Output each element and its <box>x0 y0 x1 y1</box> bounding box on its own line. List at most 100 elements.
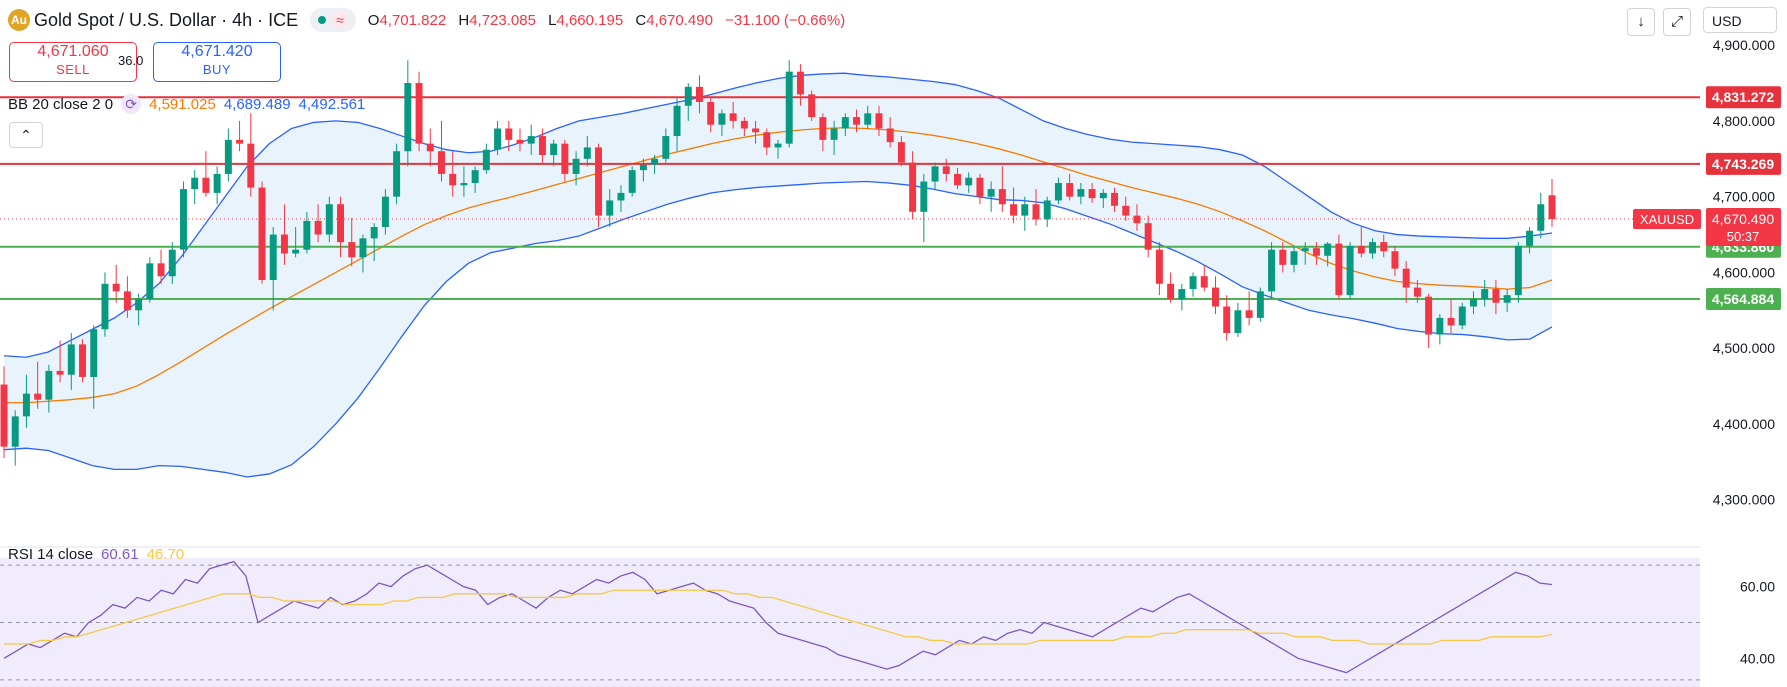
candle <box>830 120 838 155</box>
candle-body <box>595 147 602 216</box>
candle-body <box>370 226 378 239</box>
fullscreen-button[interactable]: ⤢ <box>1663 8 1691 36</box>
candle-body <box>875 113 883 129</box>
candle-body <box>1200 276 1208 288</box>
close-value: 4,670.490 <box>646 11 713 29</box>
candle-body <box>1402 268 1410 288</box>
price-tick-label: 4,600.000 <box>1713 264 1775 280</box>
candle-body <box>1099 192 1107 199</box>
price-tick-label: 4,700.000 <box>1713 189 1775 205</box>
candle <box>314 204 322 243</box>
candle <box>1099 189 1107 209</box>
candle <box>1335 234 1343 299</box>
buy-button[interactable]: 4,671.420 BUY <box>153 42 281 82</box>
candle-body <box>1514 245 1522 296</box>
level-label-box-3 <box>1706 288 1781 311</box>
candle-body <box>1245 310 1253 318</box>
candle <box>482 143 490 174</box>
candle-body <box>1189 276 1197 290</box>
level-label-3: 4,564.884 <box>1712 291 1774 307</box>
candle <box>729 101 737 129</box>
candle-body <box>1447 317 1455 326</box>
candle <box>561 139 569 182</box>
low-label: L <box>548 11 557 29</box>
candle-body <box>550 143 558 155</box>
candle <box>449 151 457 197</box>
candle-body <box>337 204 344 243</box>
candle <box>684 83 692 121</box>
loop-icon[interactable]: ⟳ <box>121 94 142 114</box>
candle <box>56 340 64 383</box>
sell-label: SELL <box>56 62 90 77</box>
candle-body <box>45 370 53 400</box>
level-label-box-0 <box>1706 86 1781 109</box>
candle <box>168 242 176 284</box>
bb-lower-line <box>3 180 1553 478</box>
bollinger-legend[interactable]: BB 20 close 2 0 ⟳ 4,591.025 4,689.489 4,… <box>8 94 365 114</box>
bb-upper-value: 4,689.489 <box>223 95 291 113</box>
candle <box>224 128 232 182</box>
candle <box>942 158 950 182</box>
candle-body <box>213 173 221 193</box>
candle <box>853 109 860 133</box>
rsi-tick-label: 60.00 <box>1740 579 1775 595</box>
candle-body <box>1144 223 1152 250</box>
candle-body <box>415 83 423 144</box>
candle-body <box>505 128 513 140</box>
symbol-title[interactable]: Gold Spot / U.S. Dollar · 4h · ICE <box>34 9 299 30</box>
market-status-pill[interactable]: ≈ <box>310 8 356 32</box>
candle <box>1189 272 1197 297</box>
candle-body <box>785 71 793 144</box>
candle <box>1346 242 1354 299</box>
candle <box>550 139 558 167</box>
candle-body <box>1279 249 1287 265</box>
level-label-0: 4,831.272 <box>1712 89 1774 105</box>
candle-body <box>1122 205 1130 216</box>
open-label: O <box>367 11 380 29</box>
symbol-tag-box <box>1633 209 1701 230</box>
candle <box>1312 242 1320 265</box>
rsi-legend[interactable]: RSI 14 close 60.61 46.70 <box>8 546 184 563</box>
candle <box>1077 183 1085 205</box>
candle <box>1155 242 1163 296</box>
candle <box>1470 291 1477 315</box>
candle-body <box>572 158 580 174</box>
candle-body <box>707 101 715 125</box>
candle <box>1021 196 1029 231</box>
candle <box>1122 196 1130 221</box>
candle <box>527 124 535 155</box>
candle-body <box>740 120 748 129</box>
bb-lower-value: 4,492.561 <box>298 95 366 113</box>
candle <box>146 257 154 303</box>
currency-select[interactable]: USD <box>1703 7 1777 33</box>
download-button[interactable]: ↓ <box>1627 8 1655 36</box>
candle-body <box>538 136 546 155</box>
candle <box>965 172 973 193</box>
candle <box>1212 276 1219 315</box>
candle-body <box>1212 287 1219 307</box>
chevron-up-icon: ⌃ <box>20 127 32 143</box>
candle-body <box>1111 192 1118 206</box>
candle-body <box>864 113 872 125</box>
candle <box>0 366 8 459</box>
collapse-legend-button[interactable]: ⌃ <box>9 122 43 148</box>
candle <box>1133 204 1141 231</box>
candle <box>280 204 288 265</box>
candle-body <box>617 192 625 201</box>
candle <box>897 136 905 167</box>
candle-body <box>808 94 816 118</box>
candle <box>180 181 187 258</box>
candle-body <box>123 291 131 311</box>
candle <box>628 166 636 197</box>
candle-body <box>325 204 333 235</box>
chart-header: Au Gold Spot / U.S. Dollar · 4h · ICE ≈ … <box>0 8 853 32</box>
sell-button[interactable]: 4,671.060 SELL <box>9 42 137 82</box>
candle-body <box>11 416 19 447</box>
candle-body <box>247 143 255 188</box>
candle <box>1144 215 1152 258</box>
candle-body <box>359 238 367 258</box>
candle <box>505 120 513 152</box>
rsi-ma-line <box>4 589 1553 645</box>
candle-body <box>987 189 995 197</box>
